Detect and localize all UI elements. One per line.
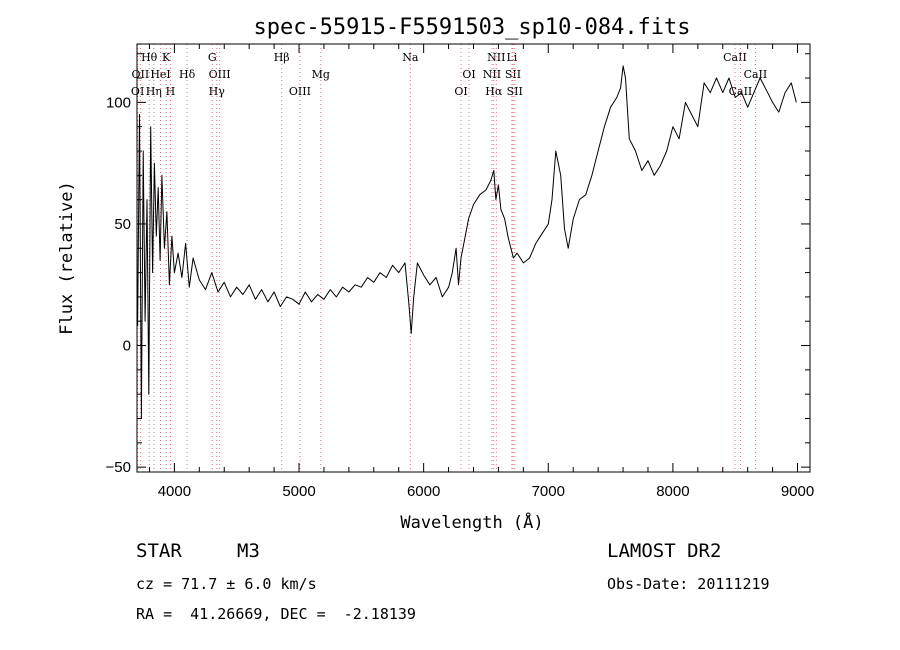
- x-axis-label: Wavelength (Å): [400, 511, 543, 533]
- spectral-line-label: OI: [462, 68, 475, 81]
- y-axis-label: Flux (relative): [57, 181, 77, 335]
- spectral-line-label: H: [166, 85, 176, 98]
- spectral-line-label: G: [208, 51, 217, 64]
- spectral-line-label: OI: [454, 85, 467, 98]
- spectral-line-label: Hδ: [179, 68, 196, 81]
- x-tick-label: 9000: [781, 483, 814, 500]
- spectral-line-label: OIII: [209, 68, 231, 81]
- y-tick-label: −50: [106, 459, 131, 476]
- spectral-line-label: NII: [483, 68, 501, 81]
- x-tick-label: 4000: [158, 483, 191, 500]
- spectral-line-label: OII: [132, 68, 150, 81]
- spectral-line-label: SII: [507, 85, 523, 98]
- observation-date: Obs-Date: 20111219: [607, 575, 770, 593]
- spectrum-line: [137, 65, 797, 419]
- y-tick-label: 100: [106, 94, 131, 111]
- object-subclass: M3: [237, 540, 260, 562]
- spectrum-series: [137, 65, 797, 419]
- spectral-line-label: Hγ: [209, 85, 226, 98]
- chart-title: spec-55915-F5591503_sp10-084.fits: [253, 15, 690, 40]
- axis-ticks: 4000 5000 6000 7000 8000 9000 −50 0 50 100: [106, 44, 814, 500]
- spectral-line-label: Hβ: [274, 51, 290, 64]
- spectral-line-label: OIII: [289, 85, 311, 98]
- plot-frame: [136, 43, 811, 473]
- y-tick-label: 50: [114, 216, 131, 233]
- sky-coordinates: RA = 41.26669, DEC = -2.18139: [136, 605, 416, 623]
- spectral-line-label: SII: [505, 68, 521, 81]
- spectral-line-label: NII: [487, 51, 505, 64]
- spectral-line-label: K: [162, 51, 171, 64]
- spectral-line-label: OI: [131, 85, 144, 98]
- x-tick-label: 7000: [532, 483, 565, 500]
- y-tick-label: 0: [123, 338, 131, 355]
- x-tick-label: 5000: [282, 483, 315, 500]
- x-tick-label: 8000: [656, 483, 689, 500]
- x-tick-label: 6000: [407, 483, 440, 500]
- object-class: STAR: [136, 540, 182, 562]
- spectral-line-label: Hη: [146, 85, 162, 98]
- survey-name: LAMOST DR2: [607, 540, 722, 562]
- spectral-line-label: HeI: [150, 68, 170, 81]
- spectral-line-label: Hα: [485, 85, 503, 98]
- spectral-line-label: CaII: [723, 51, 747, 64]
- spectral-line-label: Na: [402, 51, 419, 64]
- spectral-line-label: Hθ: [141, 51, 158, 64]
- redshift-velocity: cz = 71.7 ± 6.0 km/s: [136, 575, 317, 593]
- spectral-line-label: Mg: [312, 68, 330, 81]
- spectral-line-label: Li: [506, 51, 517, 64]
- spectral-line-label: CaII: [744, 68, 768, 81]
